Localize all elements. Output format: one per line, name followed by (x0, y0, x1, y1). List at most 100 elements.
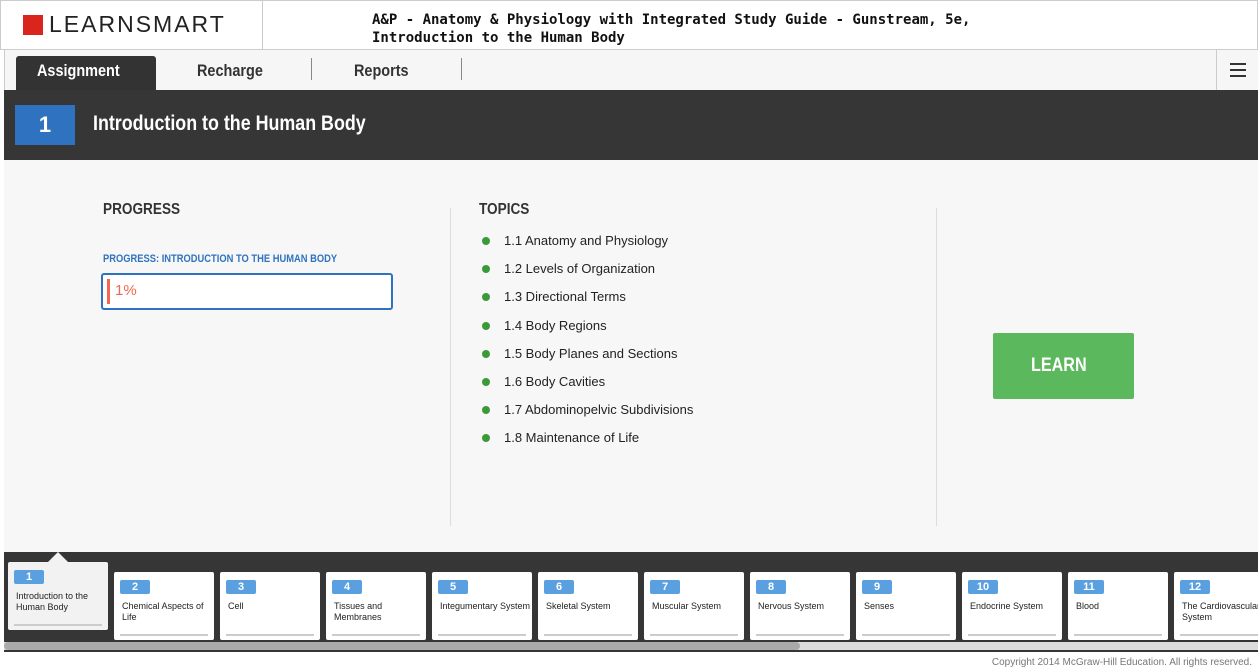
chapter-number: 1 (15, 105, 75, 145)
chapter-name: Nervous System (758, 601, 825, 611)
card-progress (968, 634, 1056, 636)
pointer (48, 552, 68, 562)
chapter-name: Endocrine System (970, 601, 1044, 611)
card-progress (862, 634, 950, 636)
chapter-card[interactable]: 6 Skeletal System (538, 572, 638, 640)
topic[interactable]: 1.5 Body Planes and Sections (504, 345, 678, 361)
chapter-card[interactable]: 12 The Cardiovascular System (1174, 572, 1258, 640)
chapter-name: Cell (228, 601, 244, 611)
chapter-number: 7 (650, 580, 680, 594)
chapter-card[interactable]: 8 Nervous System (750, 572, 850, 640)
chapter-name: Blood (1076, 601, 1100, 611)
header: LEARNSMART A&P - Anatomy & Physiology wi… (0, 0, 1258, 50)
chapter-strip: 1 Introduction to the Human Body 2 Chemical… (4, 552, 1258, 652)
tab-label: Assignment (37, 61, 121, 80)
card-progress (120, 634, 208, 636)
card-progress (14, 624, 102, 626)
progress-bar: 1% (101, 273, 393, 310)
topic[interactable]: 1.8 Maintenance of Life (504, 430, 640, 446)
bullet (482, 321, 490, 330)
progress-fill (107, 279, 110, 304)
tab-bar: Assignment Recharge Reports (4, 50, 1258, 90)
bullet (482, 237, 490, 245)
bullet (482, 349, 490, 358)
button-label: LEARN (1030, 355, 1087, 376)
course-line: Introduction to the Human Body (372, 30, 625, 46)
chapter-number: 1 (14, 570, 44, 584)
chapter-name: Skeletal System (546, 601, 611, 611)
chapter-card[interactable]: 2 Chemical Aspects of Life (114, 572, 214, 640)
chapter-number: 4 (332, 580, 362, 594)
chapter-card[interactable]: 10 Endocrine System (962, 572, 1062, 640)
topic[interactable]: 1.3 Directional Terms (504, 289, 626, 305)
divider (450, 208, 451, 526)
chapter-title: Introduction to the Human Body (93, 112, 366, 135)
bullet (482, 434, 490, 443)
topics-heading: TOPICS (479, 201, 530, 218)
logo-mark (23, 15, 43, 35)
chapter-number: 11 (1074, 580, 1104, 594)
chapter-name: Integumentary System (440, 601, 531, 611)
card-progress (1074, 634, 1162, 636)
progress-sublabel: PROGRESS: INTRODUCTION TO THE HUMAN BODY (103, 253, 338, 265)
main-panel: PROGRESS PROGRESS: INTRODUCTION TO THE H… (4, 160, 1258, 552)
separator (311, 58, 312, 80)
copyright: Copyright 2014 McGraw-Hill Education. Al… (991, 657, 1252, 668)
progress-heading: PROGRESS (103, 201, 181, 218)
card-progress (650, 634, 738, 636)
tab-label: Reports (353, 61, 409, 80)
chapter-card[interactable]: 7 Muscular System (644, 572, 744, 640)
tab[interactable]: Recharge (166, 56, 306, 90)
chapter-name: Muscular System (652, 601, 722, 611)
chapter-card[interactable]: 11 Blood (1068, 572, 1168, 640)
chapter-number: 5 (438, 580, 468, 594)
topic[interactable]: 1.1 Anatomy and Physiology (504, 233, 669, 248)
bullet (482, 378, 490, 386)
card-progress (438, 634, 526, 636)
topic[interactable]: 1.6 Body Cavities (504, 374, 606, 389)
bullet (482, 265, 490, 274)
logo-text: LEARNSMART (49, 11, 226, 37)
course-line: A&P - Anatomy & Physiology with Integrat… (372, 12, 971, 28)
bullet (482, 406, 490, 415)
chapter-name: The Cardiovascular System (1182, 601, 1258, 622)
card-progress (1180, 634, 1258, 636)
chapter-card[interactable]: 3 Cell (220, 572, 320, 640)
topic[interactable]: 1.4 Body Regions (504, 317, 607, 333)
card-progress (756, 634, 844, 636)
chapter-card[interactable]: 1 Introduction to the Human Body (8, 562, 108, 630)
topic[interactable]: 1.7 Abdominopelvic Subdivisions (504, 402, 694, 418)
learn-button[interactable]: LEARN (993, 333, 1134, 399)
chapter-number: 2 (120, 580, 150, 594)
menu-button[interactable] (1216, 50, 1258, 90)
divider (936, 208, 937, 526)
separator (461, 58, 462, 80)
scroll-thumb[interactable] (4, 642, 800, 650)
card-progress (544, 634, 632, 636)
chapter-card[interactable]: 9 Senses (856, 572, 956, 640)
progress-label: 1% (115, 282, 137, 299)
topic[interactable]: 1.2 Levels of Organization (504, 261, 656, 277)
chapter-number: 9 (862, 580, 892, 594)
tab[interactable]: Reports (316, 56, 456, 90)
chapter-number: 10 (968, 580, 998, 594)
card-progress (332, 634, 420, 636)
card-progress (226, 634, 314, 636)
chapter-name: Tissues and Membranes (334, 601, 383, 622)
chapter-number: 8 (756, 580, 786, 594)
bullet (482, 293, 490, 302)
chapter-name: Senses (864, 601, 895, 611)
chapter-name: Introduction to the Human Body (16, 591, 89, 612)
logo[interactable]: LEARNSMART (5, 1, 263, 49)
chapter-number: 3 (226, 580, 256, 594)
chapter-number: 12 (1180, 580, 1210, 594)
chapter-name: Chemical Aspects of Life (122, 601, 204, 622)
tab-label: Recharge (197, 61, 264, 80)
tab[interactable]: Assignment (16, 56, 156, 90)
course-title: A&P - Anatomy & Physiology with Integrat… (372, 11, 970, 47)
chapter-card[interactable]: 4 Tissues and Membranes (326, 572, 426, 640)
chapter-bar: 1 Introduction to the Human Body (4, 90, 1258, 160)
chapter-number: 6 (544, 580, 574, 594)
chapter-card[interactable]: 5 Integumentary System (432, 572, 532, 640)
